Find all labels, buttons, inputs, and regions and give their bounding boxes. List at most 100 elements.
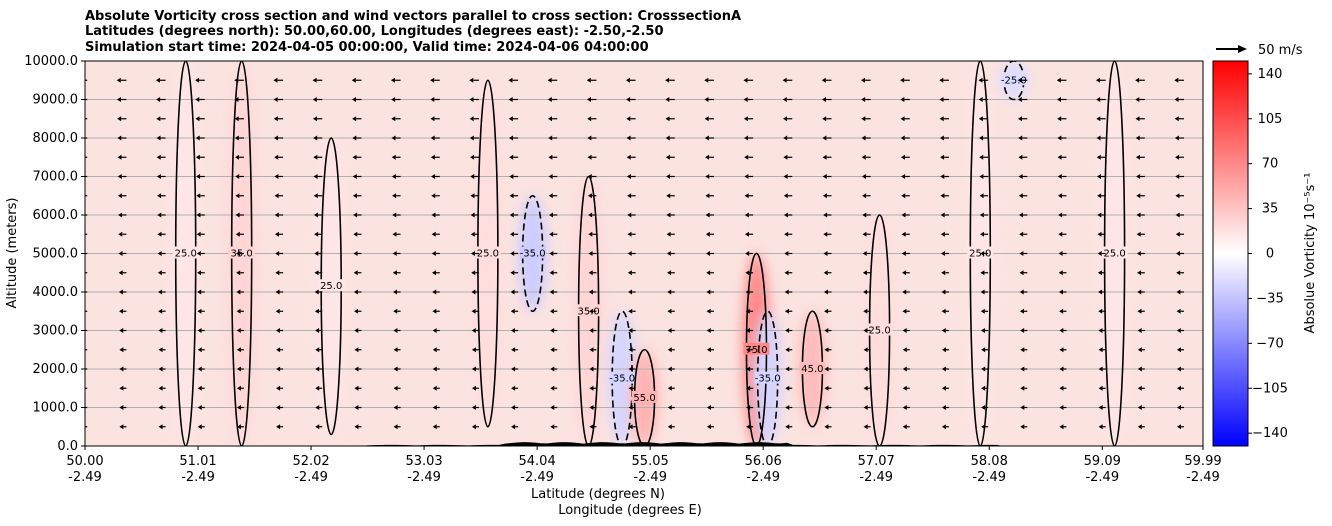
wind-vector-head-48 — [824, 405, 829, 410]
wind-vector-head-35 — [315, 405, 320, 410]
wind-vector-head-251 — [823, 270, 828, 276]
wind-vector-head-397 — [861, 174, 866, 179]
wind-vector-head-127 — [511, 347, 516, 353]
x-axis: 50.00-2.4951.01-2.4952.02-2.4953.03-2.49… — [66, 446, 1222, 485]
wind-vector-head-49 — [863, 405, 868, 410]
wind-vector-head-514 — [900, 97, 905, 102]
wind-vector-head-343 — [1018, 212, 1023, 218]
wind-vector-head-359 — [509, 193, 514, 199]
x-tick-lon-5: -2.49 — [633, 470, 667, 485]
wind-vector-head-410 — [235, 154, 240, 160]
wind-vector-head-204 — [118, 289, 123, 295]
wind-vector-head-106 — [824, 366, 829, 372]
wind-vector-head-437 — [156, 135, 161, 141]
wind-vector-head-448 — [587, 135, 592, 141]
wind-vector-head-157 — [550, 328, 555, 333]
wind-vector-head-479 — [665, 116, 670, 122]
contour-label-8: 75.0 — [745, 345, 767, 356]
x-tick-lat-2: 52.02 — [292, 454, 329, 469]
wind-vector-head-459 — [1018, 135, 1023, 141]
wind-vector-head-392 — [666, 174, 671, 179]
wind-vector-head-159 — [628, 328, 633, 333]
wind-vector-head-512 — [821, 97, 826, 102]
wind-vector-head-545 — [978, 77, 983, 83]
contour-label-10: 45.0 — [801, 364, 823, 375]
wind-vector-head-3 — [197, 424, 202, 430]
y-tick-label-4: 4000.0 — [33, 285, 79, 300]
x-tick-lat-3: 53.03 — [405, 454, 442, 469]
wind-vector-head-483 — [822, 116, 827, 122]
wind-vector-head-326 — [353, 212, 358, 218]
wind-vector-head-247 — [667, 270, 672, 276]
wind-vector-head-79 — [902, 385, 907, 391]
wind-vector-head-259 — [1137, 270, 1142, 276]
wind-vector-head-55 — [1098, 405, 1103, 410]
wind-vector-head-2 — [158, 424, 163, 430]
wind-vector-head-390 — [587, 174, 592, 179]
wind-vector-head-315 — [1058, 231, 1063, 237]
wind-vector-head-400 — [979, 174, 984, 179]
wind-vector-head-179 — [275, 308, 280, 314]
wind-vector-head-439 — [234, 135, 239, 141]
wind-vector-head-235 — [197, 270, 202, 276]
x-tick-lon-3: -2.49 — [407, 470, 441, 485]
wind-vector-head-541 — [821, 77, 826, 83]
wind-vector-head-532 — [469, 77, 474, 83]
terrain-profile — [85, 442, 1203, 446]
wind-vector-head-330 — [509, 212, 514, 218]
y-tick-label-0: 0.0 — [57, 439, 78, 454]
wind-vector-head-25 — [1059, 424, 1064, 430]
wind-vector-head-21 — [902, 424, 907, 430]
wind-vector-head-71 — [589, 385, 594, 391]
wind-vector-head-433 — [1135, 154, 1140, 160]
wind-vector-head-345 — [1097, 212, 1102, 218]
wind-vector-head-429 — [979, 154, 984, 160]
wind-vector-head-15 — [667, 424, 672, 430]
wind-vector-head-389 — [548, 174, 553, 179]
wind-vector-head-44 — [667, 405, 672, 410]
wind-vector-head-7 — [354, 424, 359, 430]
wind-vector-head-128 — [550, 347, 555, 353]
wind-vector-head-249 — [745, 270, 750, 276]
wind-vector-head-327 — [392, 212, 397, 218]
wind-vector-head-205 — [158, 289, 163, 295]
wind-vector-head-440 — [274, 135, 279, 141]
colorbar — [1212, 60, 1249, 447]
wind-vector-head-544 — [939, 77, 944, 83]
wind-vector-head-96 — [432, 366, 437, 372]
wind-vector-head-180 — [314, 308, 319, 314]
wind-vector-head-192 — [784, 308, 789, 314]
wind-vector-head-272 — [510, 251, 515, 256]
wind-vector-head-37 — [393, 405, 398, 410]
wind-vector-head-8 — [393, 424, 398, 430]
contour-label-bg-10 — [799, 362, 826, 374]
wind-vector-head-450 — [665, 135, 670, 141]
wind-vector-head-83 — [1059, 385, 1064, 391]
wind-vector-head-57 — [1176, 405, 1181, 410]
wind-vector-head-380 — [196, 174, 201, 179]
wind-vector-head-518 — [1057, 97, 1062, 102]
wind-vector-head-418 — [548, 154, 553, 160]
wind-vector-head-90 — [197, 366, 202, 372]
contour-label-bg-3 — [474, 246, 501, 259]
y-axis: 0.0 1000.0 2000.0 3000.0 4000.0 5000.0 6000.0 7… — [24, 54, 85, 454]
wind-vector-head-369 — [901, 193, 906, 199]
wind-vector-head-346 — [1136, 212, 1141, 218]
wind-vector-head-489 — [1057, 116, 1062, 122]
wind-vector-head-522 — [78, 78, 82, 83]
wind-vector-head-487 — [978, 116, 983, 122]
wind-vector-head-210 — [353, 289, 358, 295]
x-tick-lat-0: 50.00 — [66, 454, 103, 469]
wind-vector-head-367 — [822, 193, 827, 199]
wind-vector-head-69 — [511, 385, 516, 391]
wind-vector-head-189 — [667, 308, 672, 314]
wind-vector-head-516 — [978, 97, 983, 102]
colorbar-tick-label-2: 70 — [1262, 157, 1279, 172]
wind-vector-head-27 — [1137, 424, 1142, 430]
wind-vector-head-500 — [351, 97, 356, 102]
wind-vector-head-376 — [1175, 193, 1180, 199]
wind-vector-head-524 — [155, 77, 160, 83]
wind-vector-head-169 — [1020, 328, 1025, 333]
wind-vector-head-115 — [1176, 366, 1181, 372]
wind-vector-head-531 — [430, 77, 435, 83]
